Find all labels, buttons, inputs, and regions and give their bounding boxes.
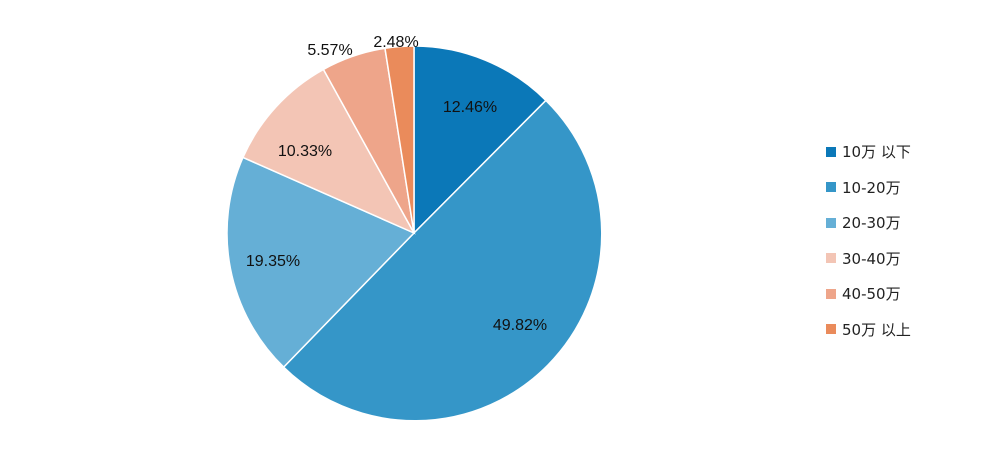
legend-item-1: 10万 以下	[826, 134, 911, 170]
legend: 10万 以下 10-20万 20-30万 30-40万 40-50万 50万 以上	[826, 134, 911, 347]
legend-swatch	[826, 253, 836, 264]
legend-item-6: 50万 以上	[826, 312, 911, 348]
legend-item-2: 10-20万	[826, 170, 911, 206]
legend-swatch	[826, 324, 836, 335]
legend-swatch	[826, 182, 836, 193]
data-label-2: 49.82%	[493, 317, 547, 334]
legend-item-3: 20-30万	[826, 205, 911, 241]
pie-slice-2	[282, 99, 603, 422]
data-labels: 12.46% 49.82% 19.35% 10.33% 5.57% 2.48%	[246, 34, 547, 334]
data-label-4: 10.33%	[278, 143, 332, 160]
legend-item-5: 40-50万	[826, 276, 911, 312]
legend-label: 50万 以上	[842, 320, 911, 339]
legend-swatch	[826, 288, 836, 299]
pie-slice-6	[384, 45, 415, 234]
pie-slice-3	[226, 156, 416, 369]
legend-swatch	[826, 217, 836, 228]
pie-slice-4	[241, 68, 416, 235]
data-label-5: 5.57%	[307, 42, 352, 59]
data-label-1: 12.46%	[443, 99, 497, 116]
legend-label: 10-20万	[842, 178, 901, 197]
pie-slice-1	[413, 45, 547, 235]
legend-item-4: 30-40万	[826, 241, 911, 277]
pie-slices	[226, 45, 603, 422]
legend-label: 30-40万	[842, 249, 901, 268]
legend-swatch	[826, 146, 836, 157]
legend-label: 10万 以下	[842, 143, 911, 162]
legend-label: 40-50万	[842, 285, 901, 304]
legend-label: 20-30万	[842, 214, 901, 233]
data-label-6: 2.48%	[373, 34, 418, 51]
data-label-3: 19.35%	[246, 253, 300, 270]
